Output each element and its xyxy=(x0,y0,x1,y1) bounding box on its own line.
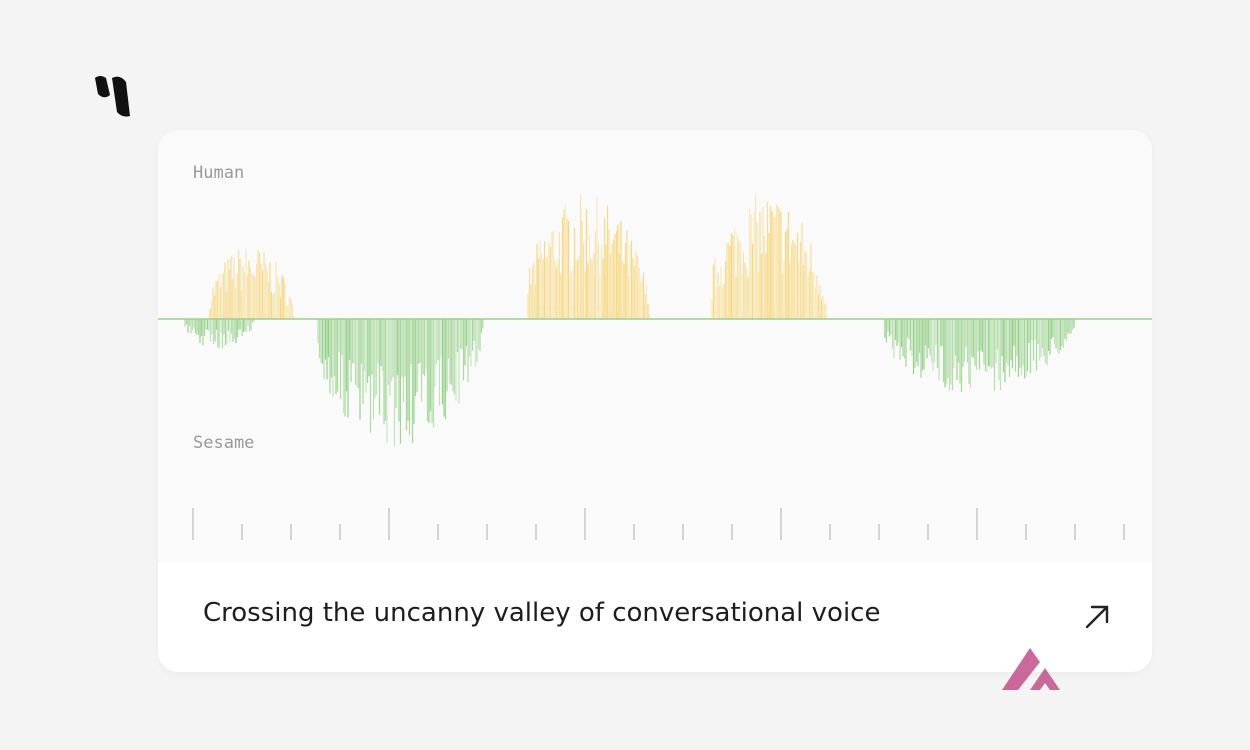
arrow-icon xyxy=(1085,605,1109,629)
top-label: Human xyxy=(193,163,245,183)
bottom-label: Sesame xyxy=(193,433,255,453)
waveform xyxy=(158,194,1152,540)
logo-left xyxy=(95,76,110,98)
card-title: Crossing the uncanny valley of conversat… xyxy=(203,598,881,628)
logo-right xyxy=(112,76,130,117)
card[interactable]: Human Sesame Crossing the uncanny valley… xyxy=(158,130,1152,672)
